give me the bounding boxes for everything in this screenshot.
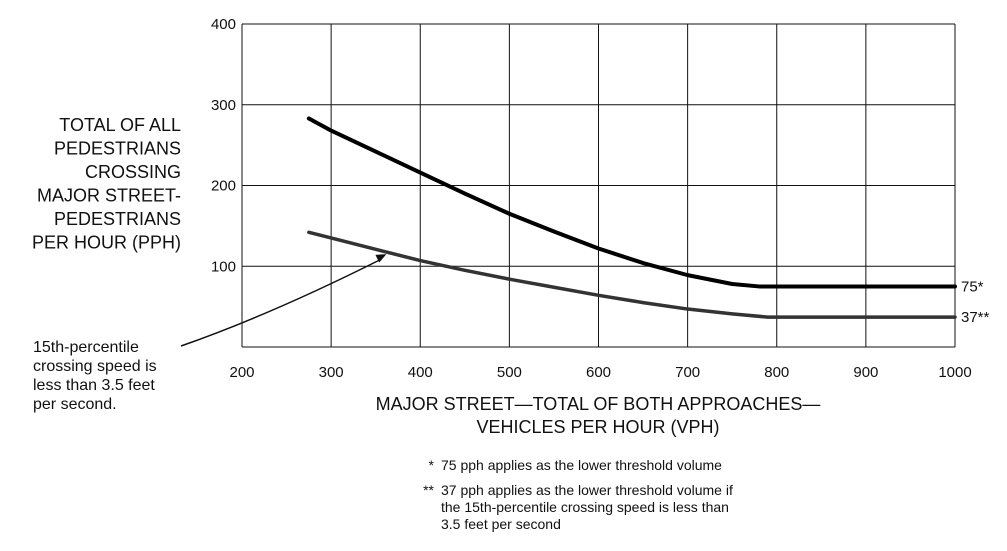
x-tick-label-1000: 1000 xyxy=(938,364,971,381)
annotation: 15th-percentile crossing speed is less tha… xyxy=(33,254,387,413)
footnote-1-line-1: 75 pph applies as the lower threshold vo… xyxy=(441,457,722,473)
annotation-line-2: crossing speed is xyxy=(33,358,157,375)
x-axis-label: MAJOR STREET—TOTAL OF BOTH APPROACHES— VE… xyxy=(376,394,821,437)
x-tick-label-500: 500 xyxy=(497,364,522,381)
y-axis-tick-labels: 100 200 300 400 xyxy=(211,16,236,275)
x-axis-label-line-1: MAJOR STREET—TOTAL OF BOTH APPROACHES— xyxy=(376,394,821,414)
y-axis-label-line-5: PEDESTRIANS xyxy=(54,209,181,229)
y-tick-label-300: 300 xyxy=(211,97,236,114)
y-tick-label-400: 400 xyxy=(211,16,236,33)
x-tick-label-900: 900 xyxy=(853,364,878,381)
x-tick-label-400: 400 xyxy=(408,364,433,381)
footnote-marker-2: ** xyxy=(423,482,434,498)
y-axis-label-line-2: PEDESTRIANS xyxy=(54,139,181,159)
footnote-2-line-1: 37 pph applies as the lower threshold vo… xyxy=(441,482,733,498)
x-axis-tick-labels: 200 300 400 500 600 700 800 900 1000 xyxy=(229,364,971,381)
y-axis-label-line-1: TOTAL OF ALL xyxy=(59,115,181,135)
x-tick-label-600: 600 xyxy=(586,364,611,381)
series-end-label-2: 37** xyxy=(961,309,990,326)
y-axis-label-line-6: PER HOUR (PPH) xyxy=(32,233,181,253)
grid xyxy=(241,23,956,348)
series-line-2 xyxy=(307,230,957,319)
annotation-arrow-shaft xyxy=(180,258,382,347)
annotation-arrow-head xyxy=(375,254,387,263)
y-axis-label: TOTAL OF ALL PEDESTRIANS CROSSING MAJOR STR… xyxy=(32,115,181,253)
footnote-2-line-3: 3.5 feet per second xyxy=(441,516,561,532)
annotation-line-3: less than 3.5 feet xyxy=(33,377,155,394)
series-lines xyxy=(306,116,957,319)
annotation-line-1: 15th-percentile xyxy=(33,339,139,356)
x-tick-label-200: 200 xyxy=(229,364,254,381)
x-tick-label-700: 700 xyxy=(675,364,700,381)
annotation-line-4: per second. xyxy=(33,396,117,413)
series-end-label-1: 75* xyxy=(961,278,984,295)
series-end-labels: 75* 37** xyxy=(961,278,990,326)
footnote-marker-1: * xyxy=(429,457,435,473)
x-tick-label-300: 300 xyxy=(319,364,344,381)
x-tick-label-800: 800 xyxy=(764,364,789,381)
footnote-2-line-2: the 15th-percentile crossing speed is le… xyxy=(441,499,729,515)
y-axis-label-line-3: CROSSING xyxy=(85,162,181,182)
y-tick-label-200: 200 xyxy=(211,178,236,195)
series-line-1 xyxy=(306,116,957,289)
y-tick-label-100: 100 xyxy=(211,258,236,275)
y-axis-label-line-4: MAJOR STREET- xyxy=(37,186,181,206)
footnotes: * 75 pph applies as the lower threshold v… xyxy=(423,457,733,532)
x-axis-label-line-2: VEHICLES PER HOUR (VPH) xyxy=(476,417,719,437)
